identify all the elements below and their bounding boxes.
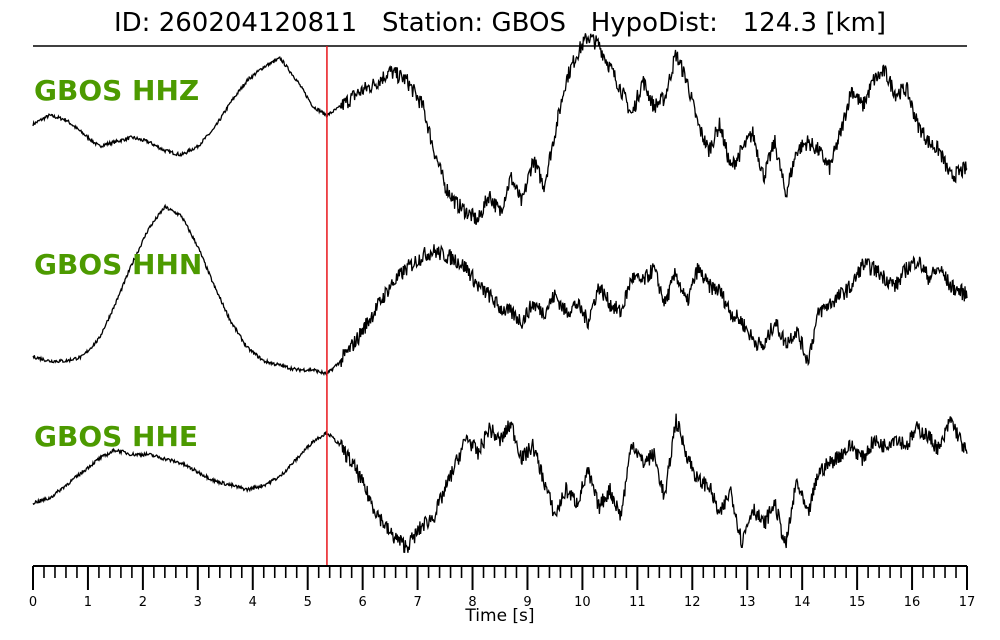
x-tick-label: 10 <box>574 595 591 610</box>
traces-group <box>32 33 968 554</box>
waveform-gbos-hhz <box>32 33 968 225</box>
waveform-gbos-hhe <box>32 413 968 554</box>
x-tick-label: 9 <box>523 595 531 610</box>
waveform-gbos-hhn <box>32 203 968 377</box>
x-tick-label: 12 <box>684 595 701 610</box>
x-tick-label: 15 <box>849 595 866 610</box>
x-tick-label: 11 <box>629 595 646 610</box>
x-tick-label: 14 <box>794 595 811 610</box>
x-tick-label: 8 <box>468 595 476 610</box>
x-axis-label: Time [s] <box>465 606 535 626</box>
trace-label-hhn: GBOS HHN <box>34 248 203 281</box>
trace-label-hhz: GBOS HHZ <box>34 74 200 107</box>
x-tick-label: 7 <box>413 595 421 610</box>
chart-title: ID: 260204120811 Station: GBOS HypoDist:… <box>113 8 886 38</box>
time-axis: 0 1 2 3 4 5 6 7 8 9 10 11 12 13 14 15 16 17 <box>29 565 976 610</box>
x-tick-label: 6 <box>359 595 367 610</box>
x-tick-label: 16 <box>904 595 921 610</box>
x-tick-label: 5 <box>304 595 312 610</box>
x-tick-label: 17 <box>959 595 976 610</box>
x-tick-label: 2 <box>139 595 147 610</box>
x-tick-label: 4 <box>249 595 257 610</box>
x-tick-label: 3 <box>194 595 202 610</box>
trace-label-hhe: GBOS HHE <box>34 420 199 453</box>
x-tick-label: 13 <box>739 595 756 610</box>
x-tick-label: 0 <box>29 595 37 610</box>
x-tick-label: 1 <box>84 595 92 610</box>
